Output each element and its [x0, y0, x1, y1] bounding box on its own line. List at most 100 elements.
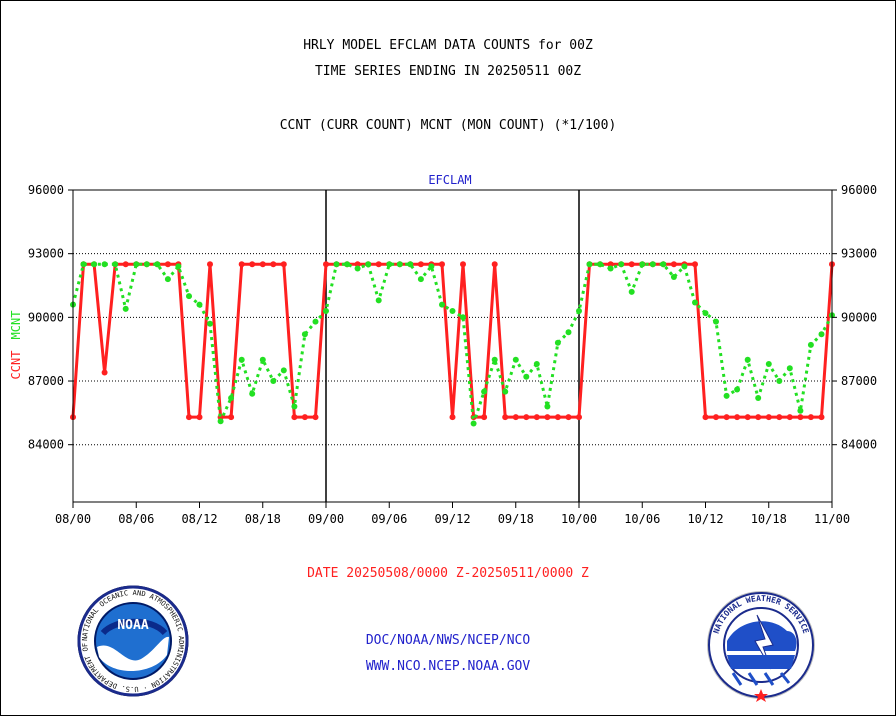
point-mcnt-67 [776, 378, 783, 384]
point-mcnt-10 [175, 263, 182, 270]
point-ccnt-66 [765, 414, 772, 421]
point-mcnt-32 [407, 261, 414, 268]
point-ccnt-17 [249, 261, 256, 268]
point-mcnt-41 [502, 388, 509, 395]
series-layer [70, 261, 835, 427]
point-ccnt-59 [692, 261, 698, 268]
point-ccnt-48 [576, 414, 582, 421]
point-ccnt-51 [607, 261, 614, 268]
point-ccnt-39 [481, 414, 488, 421]
point-ccnt-60 [702, 414, 709, 421]
point-mcnt-69 [797, 407, 804, 414]
point-ccnt-53 [628, 261, 635, 268]
point-mcnt-60 [702, 310, 709, 317]
date-range-label: DATE 20250508/0000 Z-20250511/0000 Z [307, 566, 589, 581]
point-mcnt-31 [396, 261, 403, 268]
point-mcnt-13 [207, 320, 213, 327]
point-mcnt-40 [491, 356, 498, 363]
point-mcnt-28 [365, 261, 372, 268]
point-ccnt-46 [554, 414, 561, 421]
point-ccnt-27 [354, 261, 361, 268]
xtick-label-42: 09/18 [498, 512, 534, 526]
point-mcnt-6 [133, 261, 140, 268]
xtick-label-6: 08/06 [118, 512, 154, 526]
ytick-label-left-90000: 90000 [28, 310, 64, 324]
noaa-logo-text: NOAA [117, 618, 148, 633]
point-mcnt-35 [439, 301, 445, 308]
point-ccnt-41 [502, 414, 509, 421]
point-mcnt-21 [291, 403, 298, 410]
point-ccnt-63 [734, 414, 741, 421]
point-mcnt-46 [554, 339, 561, 346]
point-ccnt-18 [259, 261, 266, 268]
point-ccnt-47 [565, 414, 572, 421]
point-mcnt-19 [270, 378, 277, 384]
point-mcnt-16 [238, 356, 245, 363]
point-mcnt-59 [692, 299, 698, 306]
ytick-label-right-90000: 90000 [841, 310, 877, 324]
point-mcnt-38 [470, 420, 477, 427]
point-mcnt-56 [660, 261, 667, 268]
point-mcnt-39 [481, 388, 488, 395]
point-ccnt-21 [291, 414, 298, 421]
point-ccnt-20 [280, 261, 287, 268]
point-mcnt-44 [533, 361, 540, 367]
point-mcnt-2 [91, 261, 98, 268]
point-ccnt-29 [375, 261, 382, 268]
point-mcnt-7 [143, 261, 150, 268]
point-ccnt-22 [301, 414, 308, 421]
ylabel-mcnt: MCNT [9, 311, 23, 340]
point-mcnt-15 [228, 395, 235, 401]
point-mcnt-29 [375, 297, 382, 304]
point-ccnt-70 [807, 414, 814, 421]
point-ccnt-19 [270, 261, 277, 268]
point-mcnt-65 [755, 395, 762, 401]
plot-title: EFCLAM [428, 173, 471, 187]
xtick-label-0: 08/00 [55, 512, 91, 526]
point-ccnt-43 [523, 414, 530, 421]
point-ccnt-57 [670, 261, 677, 268]
point-ccnt-3 [101, 369, 108, 376]
point-ccnt-36 [449, 414, 456, 421]
point-mcnt-57 [670, 274, 677, 280]
point-mcnt-3 [101, 261, 108, 268]
point-mcnt-64 [744, 356, 751, 363]
point-mcnt-36 [449, 308, 456, 314]
nws-logo-icon: NATIONAL WEATHER SERVICE [707, 591, 815, 702]
xtick-label-60: 10/12 [687, 512, 723, 526]
point-mcnt-9 [164, 276, 171, 283]
xtick-label-18: 08/18 [245, 512, 281, 526]
point-ccnt-40 [491, 261, 498, 268]
point-mcnt-43 [523, 373, 530, 380]
point-mcnt-23 [312, 318, 319, 325]
point-ccnt-61 [713, 414, 719, 421]
point-mcnt-68 [786, 365, 793, 372]
point-mcnt-50 [597, 261, 604, 268]
xtick-label-12: 08/12 [181, 512, 217, 526]
point-mcnt-26 [344, 261, 351, 268]
point-ccnt-24 [323, 261, 329, 268]
xtick-label-72: 11/00 [814, 512, 850, 526]
point-ccnt-71 [818, 414, 825, 421]
point-mcnt-11 [186, 293, 192, 300]
point-mcnt-45 [544, 403, 551, 410]
point-ccnt-44 [533, 414, 540, 421]
point-mcnt-24 [323, 308, 329, 314]
point-mcnt-58 [681, 263, 688, 270]
point-mcnt-62 [723, 392, 730, 399]
url-line: WWW.NCO.NCEP.NOAA.GOV [365, 659, 531, 674]
plot-frame [72, 189, 833, 503]
point-mcnt-12 [196, 301, 203, 308]
xtick-label-48: 10/00 [561, 512, 597, 526]
point-mcnt-42 [512, 356, 519, 363]
point-ccnt-9 [164, 261, 171, 268]
point-ccnt-68 [786, 414, 793, 421]
point-mcnt-53 [628, 288, 635, 295]
point-mcnt-33 [417, 276, 424, 283]
point-mcnt-4 [112, 261, 119, 268]
noaa-logo-icon: NOAA NATIONAL OCEANIC AND ATMOSPHERIC AD… [77, 585, 189, 697]
point-mcnt-18 [259, 356, 266, 363]
point-mcnt-14 [217, 418, 224, 425]
point-mcnt-34 [428, 263, 435, 270]
point-ccnt-67 [776, 414, 783, 421]
